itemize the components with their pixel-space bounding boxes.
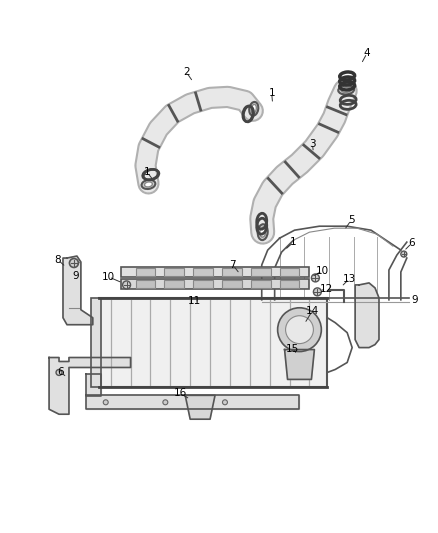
- Text: 4: 4: [364, 48, 371, 58]
- Circle shape: [56, 369, 62, 375]
- Bar: [222, 280, 242, 288]
- Text: 6: 6: [58, 367, 64, 377]
- Bar: [251, 280, 271, 288]
- Polygon shape: [355, 283, 379, 348]
- Polygon shape: [86, 375, 101, 397]
- Text: 13: 13: [343, 274, 356, 284]
- Text: 9: 9: [73, 271, 79, 281]
- Ellipse shape: [145, 182, 152, 187]
- Circle shape: [70, 259, 78, 268]
- Circle shape: [401, 251, 407, 257]
- Text: 11: 11: [187, 296, 201, 306]
- Polygon shape: [285, 350, 314, 379]
- Text: 8: 8: [55, 255, 61, 265]
- Text: 5: 5: [348, 215, 354, 225]
- Text: 2: 2: [183, 67, 190, 77]
- Text: 16: 16: [173, 389, 187, 398]
- Ellipse shape: [338, 85, 354, 94]
- Bar: [135, 268, 155, 276]
- Circle shape: [311, 274, 319, 282]
- Circle shape: [103, 400, 108, 405]
- Bar: [222, 268, 242, 276]
- Bar: [164, 268, 184, 276]
- Circle shape: [286, 316, 314, 344]
- Ellipse shape: [251, 104, 256, 113]
- Bar: [120, 267, 309, 277]
- Polygon shape: [49, 358, 131, 414]
- Bar: [91, 298, 101, 387]
- Text: 10: 10: [102, 272, 115, 282]
- Text: 10: 10: [316, 266, 329, 276]
- Circle shape: [278, 308, 321, 352]
- Bar: [279, 280, 300, 288]
- Bar: [120, 279, 309, 289]
- Text: 6: 6: [409, 238, 415, 248]
- Text: 14: 14: [306, 306, 319, 316]
- Polygon shape: [185, 395, 215, 419]
- Bar: [135, 280, 155, 288]
- Circle shape: [314, 288, 321, 296]
- Bar: [279, 268, 300, 276]
- Bar: [193, 280, 213, 288]
- Text: 12: 12: [320, 284, 333, 294]
- Bar: [193, 268, 213, 276]
- Polygon shape: [63, 256, 93, 325]
- Text: 3: 3: [309, 139, 316, 149]
- Text: 1: 1: [290, 237, 297, 247]
- Circle shape: [163, 400, 168, 405]
- Text: 9: 9: [411, 295, 418, 305]
- Text: 1: 1: [144, 167, 151, 177]
- Circle shape: [223, 400, 227, 405]
- Bar: [164, 280, 184, 288]
- Text: 7: 7: [230, 260, 236, 270]
- Ellipse shape: [249, 102, 258, 116]
- Text: 15: 15: [286, 344, 299, 353]
- Ellipse shape: [141, 180, 155, 189]
- Polygon shape: [86, 395, 300, 409]
- Ellipse shape: [258, 224, 268, 240]
- Ellipse shape: [341, 87, 351, 92]
- Ellipse shape: [260, 227, 266, 237]
- Text: 1: 1: [268, 88, 275, 98]
- Bar: [99, 298, 327, 387]
- Circle shape: [123, 281, 131, 289]
- Bar: [251, 268, 271, 276]
